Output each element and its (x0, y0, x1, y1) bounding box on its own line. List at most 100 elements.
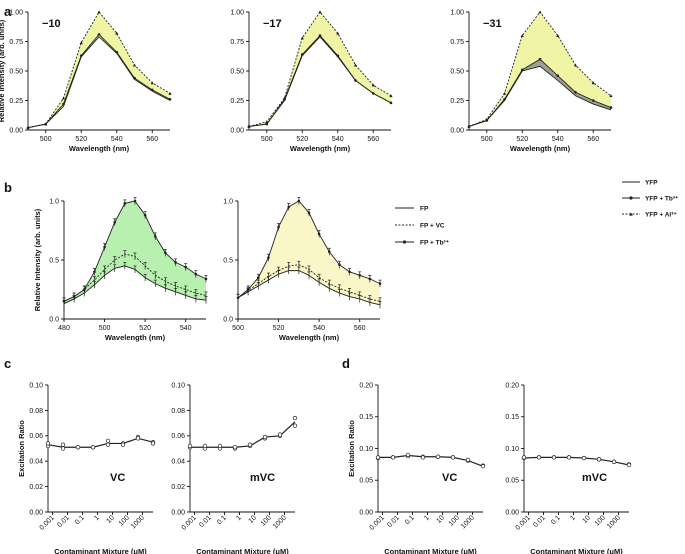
x-tick-label: 540 (180, 325, 192, 332)
legend-b: FP FP + VC FP + Tb³⁺ (395, 206, 450, 247)
y-axis-title: Excitation Ratio (347, 420, 356, 477)
y-tick-label: 0.00 (29, 509, 43, 516)
data-point (60, 442, 66, 447)
x-tick-label: 0.1 (216, 514, 228, 526)
data-point (44, 122, 48, 126)
data-point (596, 457, 602, 462)
data-point (354, 79, 357, 82)
data-point (123, 202, 127, 205)
y-tick-label: 0.75 (9, 39, 23, 46)
inset-label: −31 (483, 18, 502, 30)
data-point (105, 442, 111, 447)
data-point (174, 261, 177, 264)
x-axis-title: Wavelength (nm) (105, 333, 166, 342)
data-point (581, 455, 587, 461)
x-axis-title: Contaminant Mixture (μM) (196, 547, 289, 554)
chart-b1: 0.0 0.5 1.0 480 500 520 540 Wavelength (nm) Rela… (33, 197, 208, 342)
data-point (317, 232, 321, 236)
data-point (267, 256, 270, 259)
data-point (277, 432, 283, 437)
data-point (358, 274, 362, 277)
y-tick-label: 0.00 (230, 127, 244, 134)
data-point (467, 124, 471, 128)
legend-a-item-2: YFP + Al³⁺ (645, 212, 677, 219)
y-tick-label: 0.75 (450, 39, 464, 46)
data-point (204, 277, 208, 281)
x-tick-label: 560 (354, 325, 366, 332)
data-point (103, 245, 106, 249)
x-tick-label: 540 (332, 136, 344, 143)
data-point (502, 91, 507, 95)
panel-letter-d: d (342, 356, 350, 371)
data-point (150, 88, 154, 92)
x-tick-label: 520 (273, 325, 285, 332)
data-point (378, 282, 382, 285)
chart-a2: 0.00 0.25 0.50 0.75 1.00 500 520 540 560 Waveleng… (230, 9, 393, 153)
chart-b2: 0.0 0.5 1.0 500 520 540 560 Wavelength (nm) (223, 197, 382, 342)
x-tick-label: 0.1 (404, 514, 416, 526)
y-tick-label: 0.25 (450, 98, 464, 105)
data-point (97, 33, 101, 36)
data-point (556, 74, 560, 78)
y-tick-label: 1.00 (450, 9, 464, 16)
data-point (133, 76, 136, 80)
data-point (168, 91, 172, 95)
data-point (60, 446, 66, 451)
y-tick-label: 0.08 (29, 408, 43, 415)
x-tick-label: 520 (75, 136, 87, 143)
x-tick-label: 520 (139, 325, 151, 332)
data-point (318, 10, 322, 14)
data-point (150, 441, 156, 446)
data-point (609, 106, 613, 109)
x-tick-label: 500 (40, 136, 52, 143)
x-tick-label: 500 (232, 325, 244, 332)
data-point (353, 63, 358, 67)
x-axis-title: Contaminant Mixture (μM) (530, 547, 623, 554)
data-point (256, 276, 260, 280)
x-tick-label: 560 (587, 136, 599, 143)
panel-letter-b: b (4, 180, 12, 195)
data-point (292, 415, 298, 421)
inset-label: −10 (42, 18, 61, 30)
data-point (371, 83, 375, 87)
data-point (287, 205, 291, 209)
y-tick-label: 0.00 (359, 509, 373, 516)
data-point (536, 455, 542, 460)
data-point (247, 124, 251, 128)
legend-a: YFP YFP + Tb³⁺ YFP + Al³⁺ (622, 180, 679, 219)
data-point (591, 99, 595, 102)
data-point (327, 250, 331, 254)
data-point (168, 98, 172, 101)
y-tick-label: 1.00 (9, 9, 23, 16)
data-point (405, 452, 411, 458)
mean-line (47, 437, 154, 448)
x-tick-label: 540 (313, 325, 325, 332)
y-tick-label: 0.20 (505, 382, 519, 389)
data-point (300, 36, 304, 40)
data-point (82, 288, 86, 291)
inset-label: VC (110, 472, 125, 484)
x-tick-label: 1 (235, 514, 243, 522)
data-point (26, 126, 30, 130)
panel-letter-c: c (4, 356, 11, 371)
legend-a-item-1: YFP + Tb³⁺ (645, 196, 679, 203)
y-tick-label: 0.15 (505, 414, 519, 421)
data-point (591, 81, 595, 85)
x-tick-label: 500 (261, 136, 273, 143)
y-tick-label: 0.05 (359, 478, 373, 485)
data-point (389, 94, 393, 98)
x-tick-label: 1 (423, 514, 431, 522)
y-tick-label: 0.10 (171, 382, 185, 389)
legend-b-item-2: FP + Tb³⁺ (420, 240, 450, 247)
x-axis-title: Contaminant Mixture (μM) (384, 547, 477, 554)
data-point (520, 34, 524, 37)
data-point (277, 225, 280, 229)
legend-b-item-1: FP + VC (420, 223, 445, 230)
data-point (420, 455, 426, 460)
data-point (93, 270, 96, 274)
data-point (465, 457, 471, 463)
y-tick-label: 0.06 (171, 433, 185, 440)
y-tick-label: 1.0 (223, 198, 233, 205)
legend-a-item-0: YFP (645, 180, 658, 187)
data-point (626, 462, 632, 468)
